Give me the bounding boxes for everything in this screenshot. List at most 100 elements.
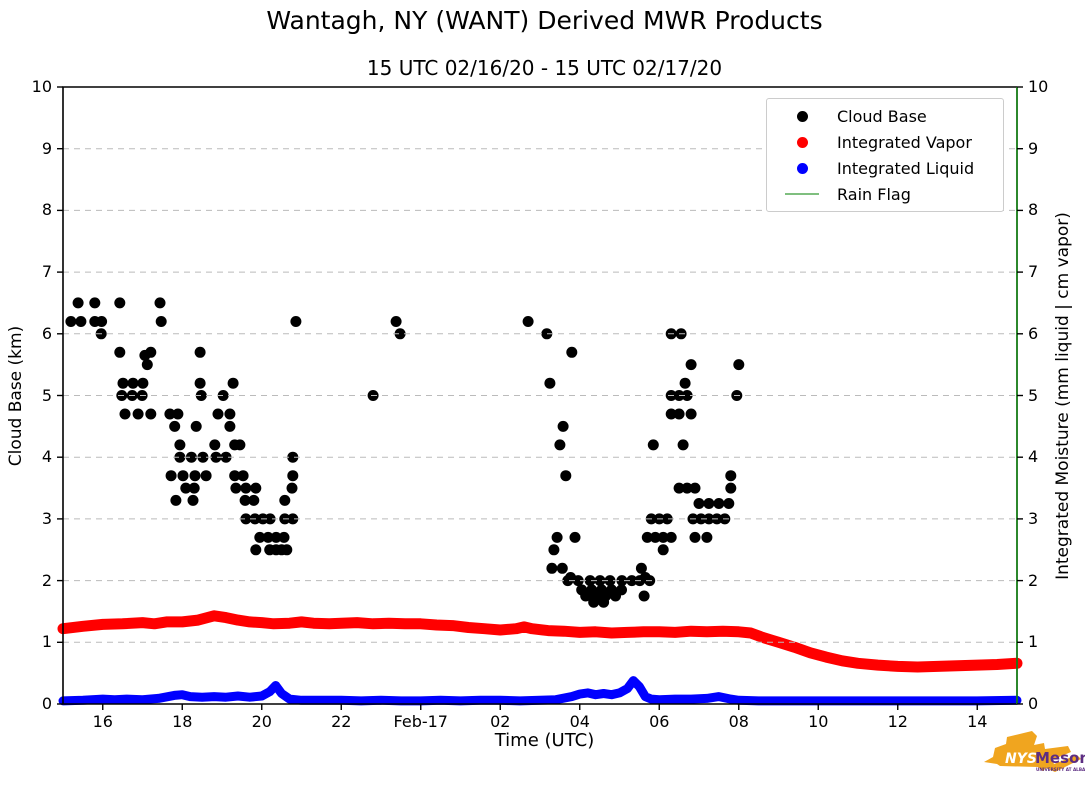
cloud-base-point — [390, 316, 402, 327]
cloud-base-point — [220, 451, 232, 463]
cloud-base-point — [649, 531, 661, 543]
cloud-base-point — [626, 575, 638, 587]
y-tick-label-left: 2 — [41, 570, 52, 590]
y-tick-label-right: 2 — [1028, 570, 1039, 590]
y-tick-label-left: 5 — [41, 385, 52, 405]
cloud-base-point — [562, 575, 574, 587]
cloud-base-point — [681, 482, 693, 494]
cloud-base-point — [661, 513, 673, 525]
y-tick-label-left: 7 — [41, 262, 52, 282]
cloud-base-point — [693, 498, 705, 509]
cloud-base-point — [701, 531, 713, 543]
legend-dot-marker — [767, 136, 837, 148]
cloud-base-point — [195, 390, 207, 401]
cloud-base-point — [641, 531, 653, 543]
cloud-base-point — [270, 531, 282, 543]
cloud-base-point — [598, 596, 610, 608]
y-tick-label-right: 1 — [1028, 632, 1039, 652]
cloud-base-point — [217, 390, 229, 401]
x-tick-label: 10 — [808, 712, 829, 731]
cloud-base-point — [248, 494, 260, 506]
x-axis-label: Time (UTC) — [494, 730, 595, 751]
x-tick-label: 04 — [569, 712, 590, 731]
cloud-base-point — [209, 439, 221, 451]
nys-mesonet-logo: NYS Mesonet UNIVERSITY AT ALBANY — [980, 722, 1085, 794]
cloud-base-point — [65, 316, 77, 327]
cloud-base-point — [114, 346, 126, 358]
cloud-base-point — [713, 498, 725, 509]
cloud-base-point — [212, 408, 224, 420]
y-tick-label-left: 8 — [41, 200, 52, 220]
cloud-base-point — [165, 470, 177, 482]
cloud-base-point — [89, 297, 101, 309]
y-tick-label-right: 9 — [1028, 138, 1039, 158]
legend-item: Integrated Vapor — [767, 129, 1003, 155]
cloud-base-point — [279, 494, 291, 506]
y-tick-label-right: 8 — [1028, 200, 1039, 220]
cloud-base-point — [689, 531, 701, 543]
x-tick-label: 20 — [251, 712, 272, 731]
legend-dot-marker — [767, 110, 837, 122]
cloud-base-point — [557, 420, 569, 432]
cloud-base-point — [117, 377, 129, 389]
cloud-base-point — [638, 590, 650, 602]
cloud-base-point — [522, 316, 534, 327]
y-tick-label-left: 4 — [41, 447, 52, 467]
cloud-base-point — [180, 482, 192, 494]
cloud-base-point — [172, 408, 184, 420]
cloud-base-point — [174, 451, 186, 463]
cloud-base-point — [647, 439, 659, 451]
cloud-base-point — [132, 408, 144, 420]
cloud-base-point — [604, 575, 616, 587]
cloud-base-point — [187, 494, 199, 506]
cloud-base-point — [616, 575, 628, 587]
cloud-base-point — [189, 470, 201, 482]
cloud-base-point — [673, 408, 685, 420]
cloud-base-point — [154, 297, 166, 309]
cloud-base-point — [254, 531, 266, 543]
cloud-base-point — [127, 377, 139, 389]
cloud-base-point — [155, 316, 167, 327]
cloud-base-point — [164, 408, 176, 420]
cloud-base-point — [194, 346, 206, 358]
cloud-base-point — [657, 544, 669, 556]
integrated-liquid-line — [58, 676, 1022, 706]
cloud-base-point — [703, 513, 715, 525]
cloud-base-point — [250, 544, 262, 556]
x-tick-label: 22 — [331, 712, 352, 731]
ny-state-shape — [984, 731, 1081, 772]
cloud-base-point — [194, 377, 206, 389]
y-tick-label-right: 6 — [1028, 323, 1039, 343]
legend-label: Rain Flag — [837, 184, 911, 204]
cloud-base-point — [560, 470, 572, 482]
x-tick-label: 08 — [728, 712, 749, 731]
cloud-base-point — [262, 531, 274, 543]
cloud-base-point — [145, 408, 157, 420]
y-tick-label-right: 0 — [1028, 694, 1039, 713]
cloud-base-point — [580, 590, 592, 602]
cloud-base-point — [170, 494, 182, 506]
cloud-base-point — [234, 439, 246, 451]
cloud-base-point — [610, 590, 621, 602]
cloud-base-point — [725, 470, 737, 482]
cloud-base-point — [96, 316, 108, 327]
cloud-base-point — [177, 470, 189, 482]
y-tick-label-right: 3 — [1028, 508, 1039, 528]
y-tick-label-right: 10 — [1028, 77, 1049, 96]
legend-label: Cloud Base — [837, 106, 927, 126]
cloud-base-point — [169, 420, 181, 432]
cloud-base-point — [224, 420, 236, 432]
cloud-base-point — [556, 562, 568, 574]
logo-tagline-text: UNIVERSITY AT ALBANY — [1036, 767, 1085, 772]
page-title: Wantagh, NY (WANT) Derived MWR Products — [266, 6, 823, 35]
cloud-base-point — [594, 575, 606, 587]
cloud-base-point — [174, 439, 186, 451]
cloud-base-point — [665, 531, 677, 543]
cloud-base-point — [569, 531, 581, 543]
y-tick-label-left: 0 — [41, 694, 52, 713]
cloud-base-point — [188, 482, 200, 494]
cloud-base-point — [679, 377, 691, 389]
y-tick-label-left: 3 — [41, 508, 52, 528]
